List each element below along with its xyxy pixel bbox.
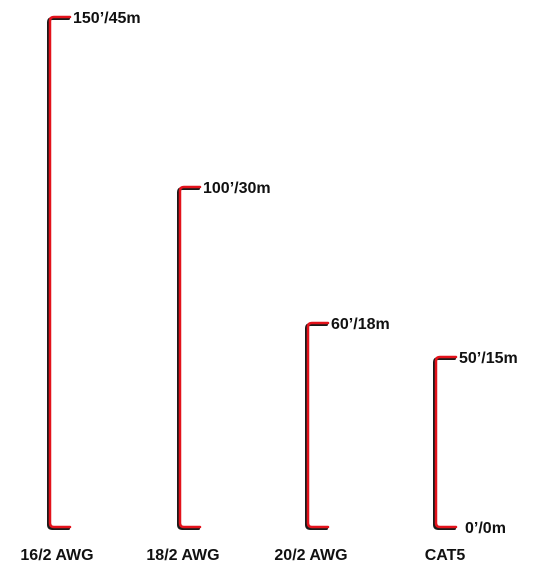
bracket-labels: 150’/45m 16/2 AWG 100’/30m 18/2 AWG 60’/18m 2… <box>20 10 517 564</box>
bracket-shadow <box>177 187 200 530</box>
category-label: 16/2 AWG <box>20 547 93 564</box>
bracket-2 <box>177 185 202 530</box>
bracket-shadow <box>305 323 328 530</box>
value-label: 150’/45m <box>73 10 141 27</box>
category-label: CAT5 <box>425 547 466 564</box>
bracket-line <box>434 355 458 529</box>
bracket-line <box>306 321 330 529</box>
category-label: 20/2 AWG <box>274 547 347 564</box>
baseline-label: 0’/0m <box>465 520 506 537</box>
bracket-4 <box>433 355 458 530</box>
value-label: 100’/30m <box>203 180 271 197</box>
bracket-marks <box>47 15 458 530</box>
bracket-shadow <box>47 17 70 530</box>
category-label: 18/2 AWG <box>146 547 219 564</box>
value-label: 50’/15m <box>459 350 518 367</box>
value-label: 60’/18m <box>331 316 390 333</box>
bracket-3 <box>305 321 330 530</box>
bracket-line <box>178 185 202 529</box>
bracket-line <box>48 15 72 529</box>
bracket-shadow <box>433 357 456 530</box>
bracket-1 <box>47 15 72 530</box>
